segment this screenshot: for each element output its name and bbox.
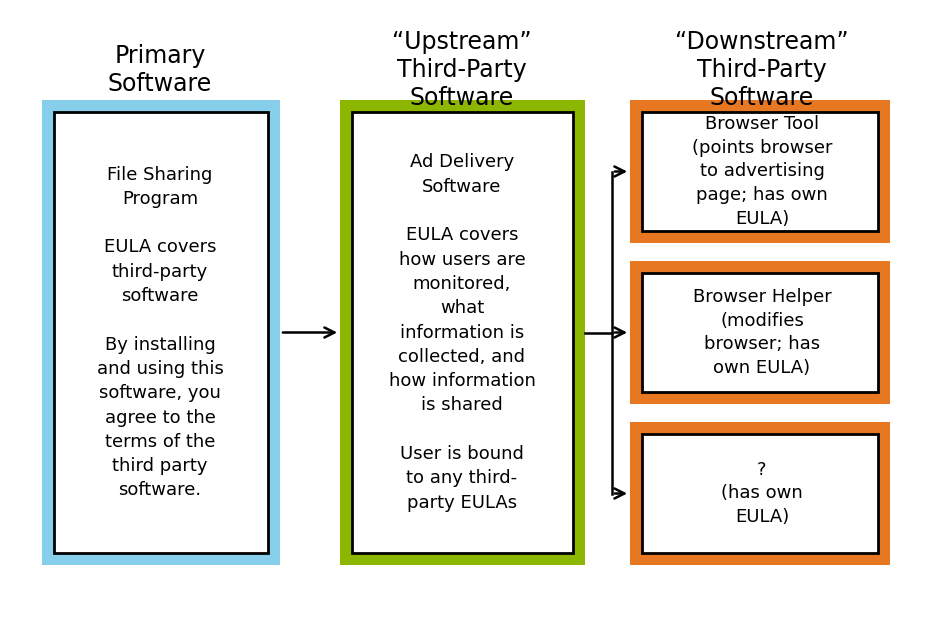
Text: ?
(has own
EULA): ? (has own EULA) — [720, 461, 802, 526]
Bar — [351, 112, 572, 553]
Bar — [641, 273, 877, 392]
Text: File Sharing
Program

EULA covers
third-party
software

By installing
and using : File Sharing Program EULA covers third-p… — [96, 166, 223, 500]
Bar — [54, 112, 268, 553]
Bar — [630, 100, 889, 243]
Bar — [630, 422, 889, 565]
Text: Ad Delivery
Software

EULA covers
how users are
monitored,
what
information is
c: Ad Delivery Software EULA covers how use… — [388, 153, 535, 512]
Bar — [641, 112, 877, 231]
Bar — [340, 100, 584, 565]
Bar — [641, 434, 877, 553]
Text: Primary
Software: Primary Software — [108, 44, 211, 96]
Text: “Upstream”
Third-Party
Software: “Upstream” Third-Party Software — [392, 30, 531, 110]
Bar — [42, 100, 279, 565]
Text: Browser Helper
(modifies
browser; has
own EULA): Browser Helper (modifies browser; has ow… — [692, 288, 831, 377]
Text: Browser Tool
(points browser
to advertising
page; has own
EULA): Browser Tool (points browser to advertis… — [691, 115, 832, 227]
Bar — [630, 261, 889, 404]
Text: “Downstream”
Third-Party
Software: “Downstream” Third-Party Software — [674, 30, 848, 110]
